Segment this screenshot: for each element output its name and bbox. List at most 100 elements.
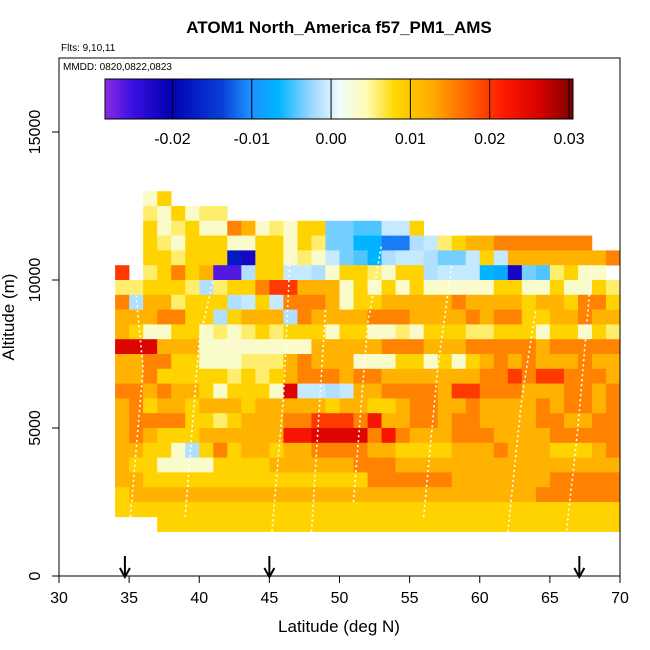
heatmap-cell xyxy=(507,383,523,399)
heatmap-cell xyxy=(283,502,298,518)
heatmap-cell xyxy=(143,487,158,503)
heatmap-cell xyxy=(227,502,242,518)
heatmap-cell xyxy=(255,339,270,355)
heatmap-cell xyxy=(437,235,452,251)
heatmap-cell xyxy=(409,324,424,340)
heatmap-cell xyxy=(451,502,467,518)
heatmap-cell xyxy=(535,235,551,251)
heatmap-cell xyxy=(577,368,593,384)
heatmap-cell xyxy=(143,502,158,518)
heatmap-cell xyxy=(311,428,326,444)
heatmap-cell xyxy=(479,457,495,473)
heatmap-cell xyxy=(521,280,537,296)
x-tick-label: 40 xyxy=(190,590,208,607)
heatmap-cell xyxy=(521,516,537,532)
heatmap-cell xyxy=(171,502,186,518)
heatmap-cell xyxy=(479,472,495,488)
heatmap-cell xyxy=(171,413,186,429)
heatmap-cell xyxy=(381,398,396,414)
heatmap-cell xyxy=(171,324,186,340)
heatmap-cell xyxy=(157,265,172,281)
heatmap-cell xyxy=(241,398,256,414)
heatmap-cell xyxy=(199,294,214,310)
heatmap-cell xyxy=(227,280,242,296)
heatmap-cell xyxy=(605,442,621,458)
heatmap-cell xyxy=(423,442,438,458)
heatmap-cell xyxy=(227,250,242,266)
heatmap-cell xyxy=(479,250,495,266)
heatmap-cell xyxy=(409,368,424,384)
heatmap-cell xyxy=(157,428,172,444)
heatmap-cell xyxy=(115,265,130,281)
colorbar-tick-label: -0.01 xyxy=(234,131,271,148)
heatmap-cell xyxy=(395,354,410,370)
heatmap-cell xyxy=(213,516,228,532)
heatmap-cell xyxy=(255,502,270,518)
heatmap-cell xyxy=(563,516,579,532)
heatmap-cell xyxy=(143,191,158,207)
heatmap-cell xyxy=(535,472,551,488)
heatmap-cell xyxy=(143,206,158,222)
heatmap-cell xyxy=(157,235,172,251)
heatmap-cell xyxy=(605,354,621,370)
heatmap-cell xyxy=(521,383,537,399)
heatmap-cell xyxy=(591,339,607,355)
heatmap-cell xyxy=(269,428,284,444)
heatmap-cell xyxy=(227,516,242,532)
heatmap-cell xyxy=(255,354,270,370)
heatmap-cell xyxy=(591,442,607,458)
heatmap-cell xyxy=(563,324,579,340)
heatmap-cell xyxy=(297,368,312,384)
heatmap-cell xyxy=(185,368,200,384)
heatmap-cell xyxy=(157,398,172,414)
heatmap-cell xyxy=(479,516,495,532)
heatmap-cell xyxy=(143,250,158,266)
heatmap-cell xyxy=(297,457,312,473)
heatmap-cell xyxy=(227,368,242,384)
heatmap-cell xyxy=(269,220,284,236)
heatmap-cell xyxy=(297,324,312,340)
heatmap-cell xyxy=(423,516,438,532)
heatmap-cell xyxy=(577,235,593,251)
heatmap-cell xyxy=(395,235,410,251)
heatmap-cell xyxy=(381,235,396,251)
heatmap-cell xyxy=(143,383,158,399)
heatmap-cell xyxy=(451,516,467,532)
heatmap-cell xyxy=(535,339,551,355)
heatmap-cell xyxy=(605,457,621,473)
heatmap-cell xyxy=(297,487,312,503)
heatmap-cell xyxy=(395,265,410,281)
heatmap-cell xyxy=(395,368,410,384)
heatmap-cell xyxy=(297,235,312,251)
y-axis: 0 5000 10000 15000 xyxy=(27,110,59,580)
heatmap-cell xyxy=(213,220,228,236)
heatmap-cell xyxy=(577,502,593,518)
heatmap-cell xyxy=(577,324,593,340)
heatmap-cell xyxy=(269,309,284,325)
heatmap-cell xyxy=(493,280,509,296)
heatmap-cell xyxy=(549,516,565,532)
heatmap-cell xyxy=(255,368,270,384)
heatmap-cell xyxy=(311,368,326,384)
heatmap-cell xyxy=(241,413,256,429)
heatmap-cell xyxy=(297,294,312,310)
heatmap-cell xyxy=(269,324,284,340)
heatmap-cell xyxy=(115,383,130,399)
heatmap-cell xyxy=(115,309,130,325)
heatmap-cell xyxy=(577,457,593,473)
heatmap-cell xyxy=(563,383,579,399)
heatmap-cell xyxy=(549,428,565,444)
flights-label: Flts: 9,10,11 xyxy=(61,43,116,54)
heatmap-cell xyxy=(339,487,354,503)
heatmap-cell xyxy=(143,339,158,355)
heatmap-cell xyxy=(255,383,270,399)
heatmap-cell xyxy=(563,250,579,266)
heatmap-cell xyxy=(451,457,467,473)
heatmap-cell xyxy=(535,502,551,518)
heatmap-cell xyxy=(479,487,495,503)
heatmap-cell xyxy=(115,354,130,370)
heatmap-cell xyxy=(549,354,565,370)
heatmap-cell xyxy=(563,368,579,384)
heatmap-cell xyxy=(269,398,284,414)
heatmap-cell xyxy=(213,457,228,473)
